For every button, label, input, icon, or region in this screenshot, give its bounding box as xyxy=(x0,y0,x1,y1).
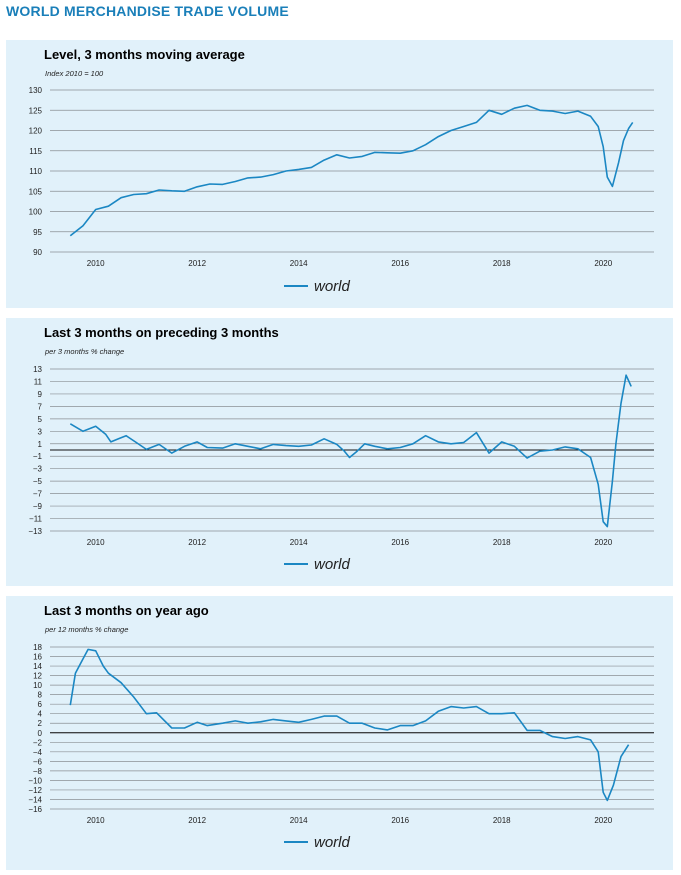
chart-2-ytick-label: 5 xyxy=(38,415,43,424)
chart-2-ytick-label: 7 xyxy=(38,402,43,411)
chart-2-ytick-label: 9 xyxy=(38,390,43,399)
chart-3-ytick-label: 2 xyxy=(38,719,43,728)
chart-panel-yoy-change: Last 3 months on year ago per 12 months %… xyxy=(6,596,673,870)
chart-1-xtick-label: 2012 xyxy=(188,259,206,268)
chart-2-ytick-label: −13 xyxy=(28,527,42,536)
chart-3-ytick-label: 14 xyxy=(33,662,42,671)
chart-1-xtick-label: 2010 xyxy=(87,259,105,268)
chart-3-series-line xyxy=(69,648,630,802)
chart-3-subtitle: per 12 months % change xyxy=(44,625,128,634)
chart-3-title: Last 3 months on year ago xyxy=(44,603,209,618)
chart-3-ytick-label: 18 xyxy=(33,643,42,652)
chart-3-ytick-label: 16 xyxy=(33,653,42,662)
chart-2-xtick-label: 2010 xyxy=(87,538,105,547)
chart-1-ytick-label: 110 xyxy=(29,167,42,176)
chart-3-xtick-label: 2010 xyxy=(87,816,105,825)
chart-2-ytick-label: −9 xyxy=(33,502,43,511)
chart-2-series-line xyxy=(69,374,632,528)
chart-3-ytick-label: −4 xyxy=(33,748,43,757)
chart-panel-3m-change: Last 3 months on preceding 3 months per 3… xyxy=(6,318,673,586)
chart-3-ytick-label: −12 xyxy=(28,786,42,795)
chart-3-ytick-label: 8 xyxy=(38,691,43,700)
chart-1-subtitle: Index 2010 = 100 xyxy=(45,69,104,78)
chart-1-ytick-label: 100 xyxy=(29,208,43,217)
chart-1-ytick-label: 120 xyxy=(29,127,43,136)
chart-1-xtick-label: 2014 xyxy=(290,259,308,268)
chart-3-ytick-label: −2 xyxy=(33,738,43,747)
chart-2-title: Last 3 months on preceding 3 months xyxy=(44,325,279,340)
chart-2-subtitle: per 3 months % change xyxy=(44,347,124,356)
chart-2-ytick-label: −1 xyxy=(33,452,43,461)
chart-1-xtick-label: 2020 xyxy=(594,259,612,268)
chart-3-ytick-label: 0 xyxy=(38,729,43,738)
chart-3-legend-label: world xyxy=(314,834,351,851)
chart-2-ytick-label: 13 xyxy=(33,365,42,374)
chart-3-ytick-label: 6 xyxy=(38,700,43,709)
chart-1-ytick-label: 130 xyxy=(29,86,43,95)
chart-3-xtick-label: 2020 xyxy=(594,816,612,825)
chart-2-legend-label: world xyxy=(314,556,351,573)
chart-1-xtick-label: 2018 xyxy=(493,259,511,268)
page-title: WORLD MERCHANDISE TRADE VOLUME xyxy=(6,3,289,19)
chart-3m-change: Last 3 months on preceding 3 months per 3… xyxy=(28,325,654,573)
chart-3-xtick-label: 2018 xyxy=(493,816,511,825)
chart-3-ytick-label: −8 xyxy=(33,767,43,776)
chart-3-xtick-label: 2014 xyxy=(290,816,308,825)
chart-1-ytick-label: 115 xyxy=(29,147,42,156)
chart-3-ytick-label: −16 xyxy=(28,805,42,814)
chart-1-legend-label: world xyxy=(314,278,351,295)
chart-2-xtick-label: 2014 xyxy=(290,538,308,547)
chart-2-ytick-label: −5 xyxy=(33,477,43,486)
chart-2-xtick-label: 2012 xyxy=(188,538,206,547)
chart-2-ytick-label: 3 xyxy=(38,427,43,436)
chart-1-ytick-label: 90 xyxy=(33,248,42,257)
chart-1-ytick-label: 125 xyxy=(29,106,43,115)
chart-1-ytick-label: 95 xyxy=(33,228,42,237)
chart-3-ytick-label: 10 xyxy=(33,681,42,690)
chart-2-ytick-label: −7 xyxy=(33,490,43,499)
chart-3-xtick-label: 2012 xyxy=(188,816,206,825)
chart-yoy-change: Last 3 months on year ago per 12 months %… xyxy=(28,603,654,851)
chart-2-xtick-label: 2016 xyxy=(391,538,409,547)
chart-1-title: Level, 3 months moving average xyxy=(44,47,245,62)
chart-2-ytick-label: 1 xyxy=(38,440,43,449)
chart-1-series-line xyxy=(69,104,634,237)
chart-2-xtick-label: 2018 xyxy=(493,538,511,547)
chart-3-ytick-label: −14 xyxy=(28,795,42,804)
chart-level: Level, 3 months moving average Index 2010… xyxy=(29,47,654,295)
chart-panel-level: Level, 3 months moving average Index 2010… xyxy=(6,40,673,308)
chart-1-ytick-label: 105 xyxy=(29,187,43,196)
chart-2-ytick-label: −3 xyxy=(33,465,43,474)
chart-3-ytick-label: −10 xyxy=(28,776,42,785)
chart-2-ytick-label: 11 xyxy=(34,377,43,386)
chart-3-ytick-label: 12 xyxy=(33,672,42,681)
chart-3-ytick-label: −6 xyxy=(33,757,43,766)
chart-3-xtick-label: 2016 xyxy=(391,816,409,825)
chart-3-ytick-label: 4 xyxy=(38,710,43,719)
chart-2-xtick-label: 2020 xyxy=(594,538,612,547)
chart-2-ytick-label: −11 xyxy=(29,515,43,524)
chart-1-xtick-label: 2016 xyxy=(391,259,409,268)
